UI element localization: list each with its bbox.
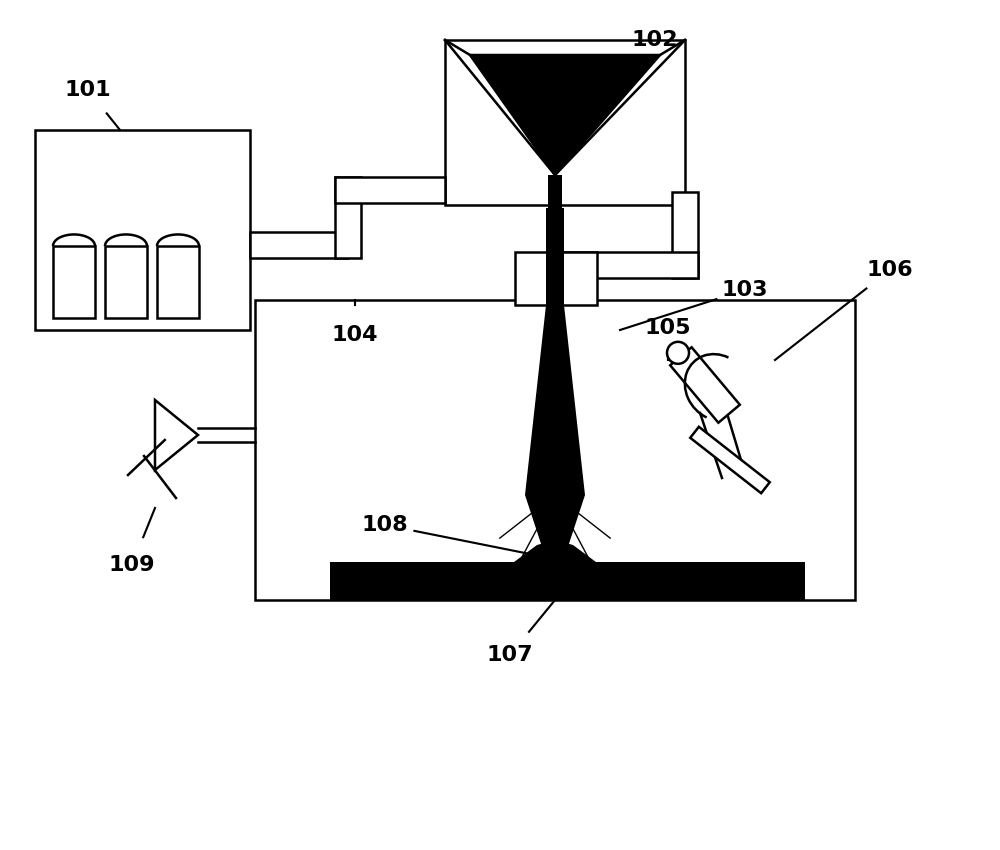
Bar bbox=[445, 40, 685, 205]
Text: 103: 103 bbox=[722, 280, 768, 300]
Polygon shape bbox=[155, 400, 198, 470]
Bar bbox=[250, 232, 348, 258]
Polygon shape bbox=[670, 348, 740, 422]
Text: 105: 105 bbox=[645, 318, 691, 338]
Bar bbox=[105, 246, 147, 318]
Bar bbox=[549, 252, 698, 278]
Bar bbox=[335, 177, 361, 258]
Text: 101: 101 bbox=[65, 80, 111, 100]
Text: 106: 106 bbox=[867, 260, 913, 280]
Bar bbox=[330, 562, 805, 600]
Text: 104: 104 bbox=[332, 325, 378, 345]
Text: 107: 107 bbox=[487, 645, 533, 665]
Polygon shape bbox=[690, 427, 770, 493]
Polygon shape bbox=[525, 305, 585, 495]
Text: 109: 109 bbox=[109, 555, 155, 575]
Bar bbox=[255, 300, 855, 600]
Polygon shape bbox=[525, 495, 585, 565]
Bar bbox=[157, 246, 199, 318]
Bar bbox=[335, 177, 445, 203]
Polygon shape bbox=[470, 55, 660, 175]
Polygon shape bbox=[510, 540, 600, 565]
Bar bbox=[672, 192, 698, 278]
Bar bbox=[53, 246, 95, 318]
Text: 108: 108 bbox=[362, 515, 408, 535]
Polygon shape bbox=[546, 208, 564, 305]
Bar bbox=[515, 252, 597, 305]
Bar bbox=[548, 175, 562, 210]
Text: 102: 102 bbox=[632, 30, 678, 50]
Bar bbox=[35, 130, 250, 330]
Circle shape bbox=[667, 342, 689, 364]
